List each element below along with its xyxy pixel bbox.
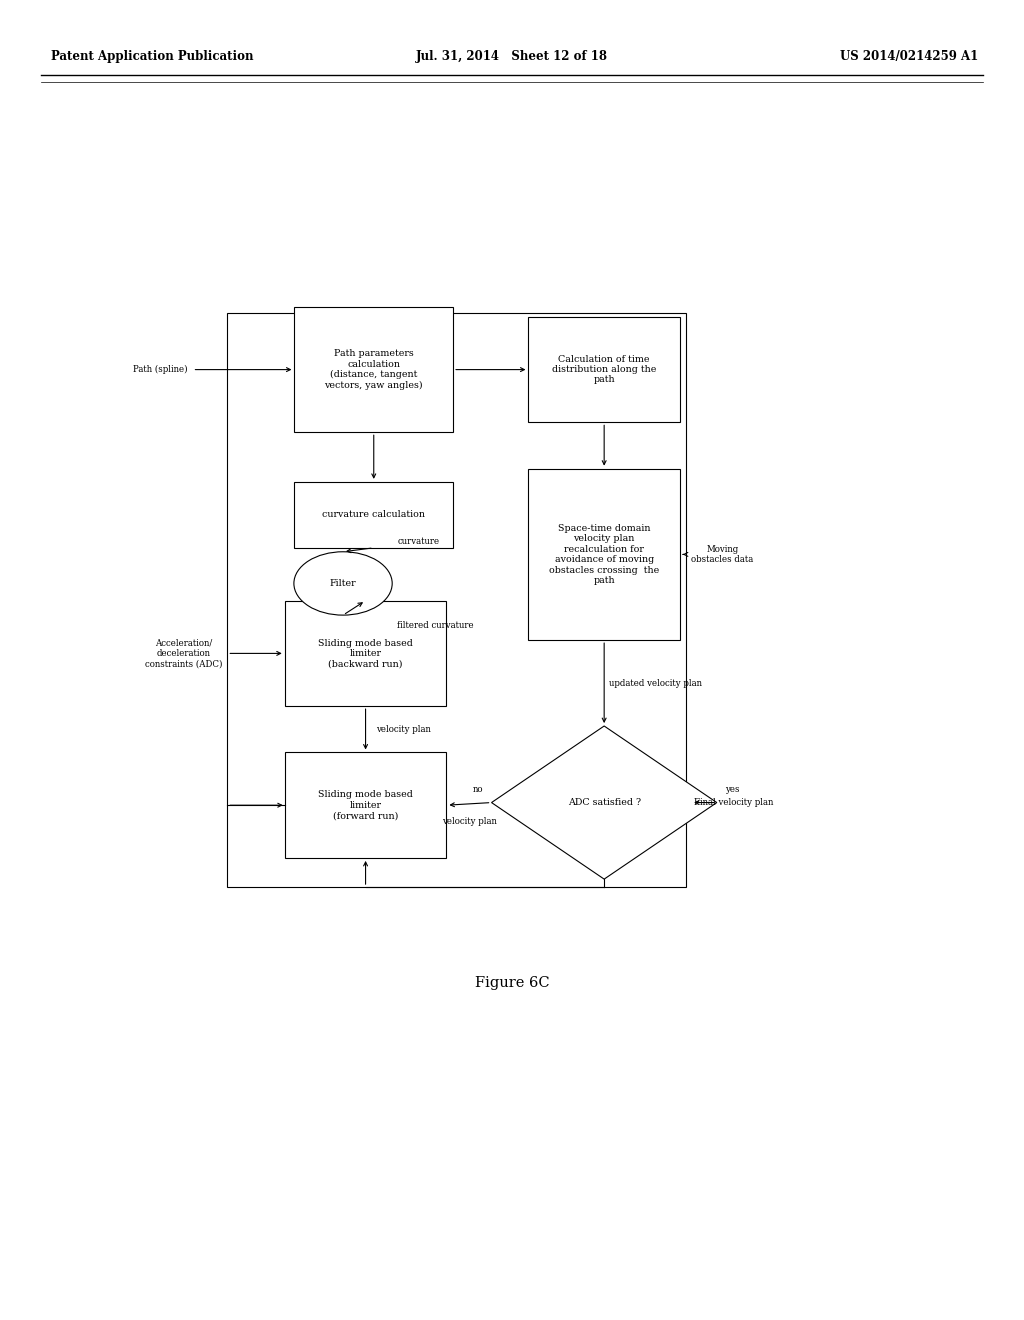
Bar xyxy=(528,317,680,422)
Text: ADC satisfied ?: ADC satisfied ? xyxy=(567,799,641,807)
Text: curvature: curvature xyxy=(397,537,439,545)
Bar xyxy=(285,601,446,706)
Bar xyxy=(227,313,686,887)
Text: filtered curvature: filtered curvature xyxy=(397,622,474,630)
Text: Moving
obstacles data: Moving obstacles data xyxy=(691,545,754,564)
Text: Jul. 31, 2014   Sheet 12 of 18: Jul. 31, 2014 Sheet 12 of 18 xyxy=(416,50,608,63)
Text: curvature calculation: curvature calculation xyxy=(323,511,425,519)
Text: yes: yes xyxy=(725,785,739,793)
Text: updated velocity plan: updated velocity plan xyxy=(609,678,702,688)
Text: Calculation of time
distribution along the
path: Calculation of time distribution along t… xyxy=(552,355,656,384)
Bar xyxy=(528,469,680,640)
Text: Path (spline): Path (spline) xyxy=(133,366,187,374)
Text: Patent Application Publication: Patent Application Publication xyxy=(51,50,254,63)
Text: no: no xyxy=(473,785,483,793)
Bar xyxy=(295,308,453,433)
Text: Final velocity plan: Final velocity plan xyxy=(694,799,774,807)
Text: Path parameters
calculation
(distance, tangent
vectors, yaw angles): Path parameters calculation (distance, t… xyxy=(325,350,423,389)
Bar xyxy=(285,752,446,858)
Text: Figure 6C: Figure 6C xyxy=(475,977,549,990)
Text: Sliding mode based
limiter
(forward run): Sliding mode based limiter (forward run) xyxy=(318,791,413,820)
Text: velocity plan: velocity plan xyxy=(441,817,497,825)
Text: Sliding mode based
limiter
(backward run): Sliding mode based limiter (backward run… xyxy=(318,639,413,668)
Bar xyxy=(295,482,453,548)
Text: Acceleration/
deceleration
constraints (ADC): Acceleration/ deceleration constraints (… xyxy=(144,639,222,668)
Text: velocity plan: velocity plan xyxy=(376,725,431,734)
Polygon shape xyxy=(492,726,717,879)
Text: Filter: Filter xyxy=(330,579,356,587)
Ellipse shape xyxy=(294,552,392,615)
Text: Space-time domain
velocity plan
recalculation for
avoidance of moving
obstacles : Space-time domain velocity plan recalcul… xyxy=(549,524,659,585)
Text: US 2014/0214259 A1: US 2014/0214259 A1 xyxy=(840,50,978,63)
